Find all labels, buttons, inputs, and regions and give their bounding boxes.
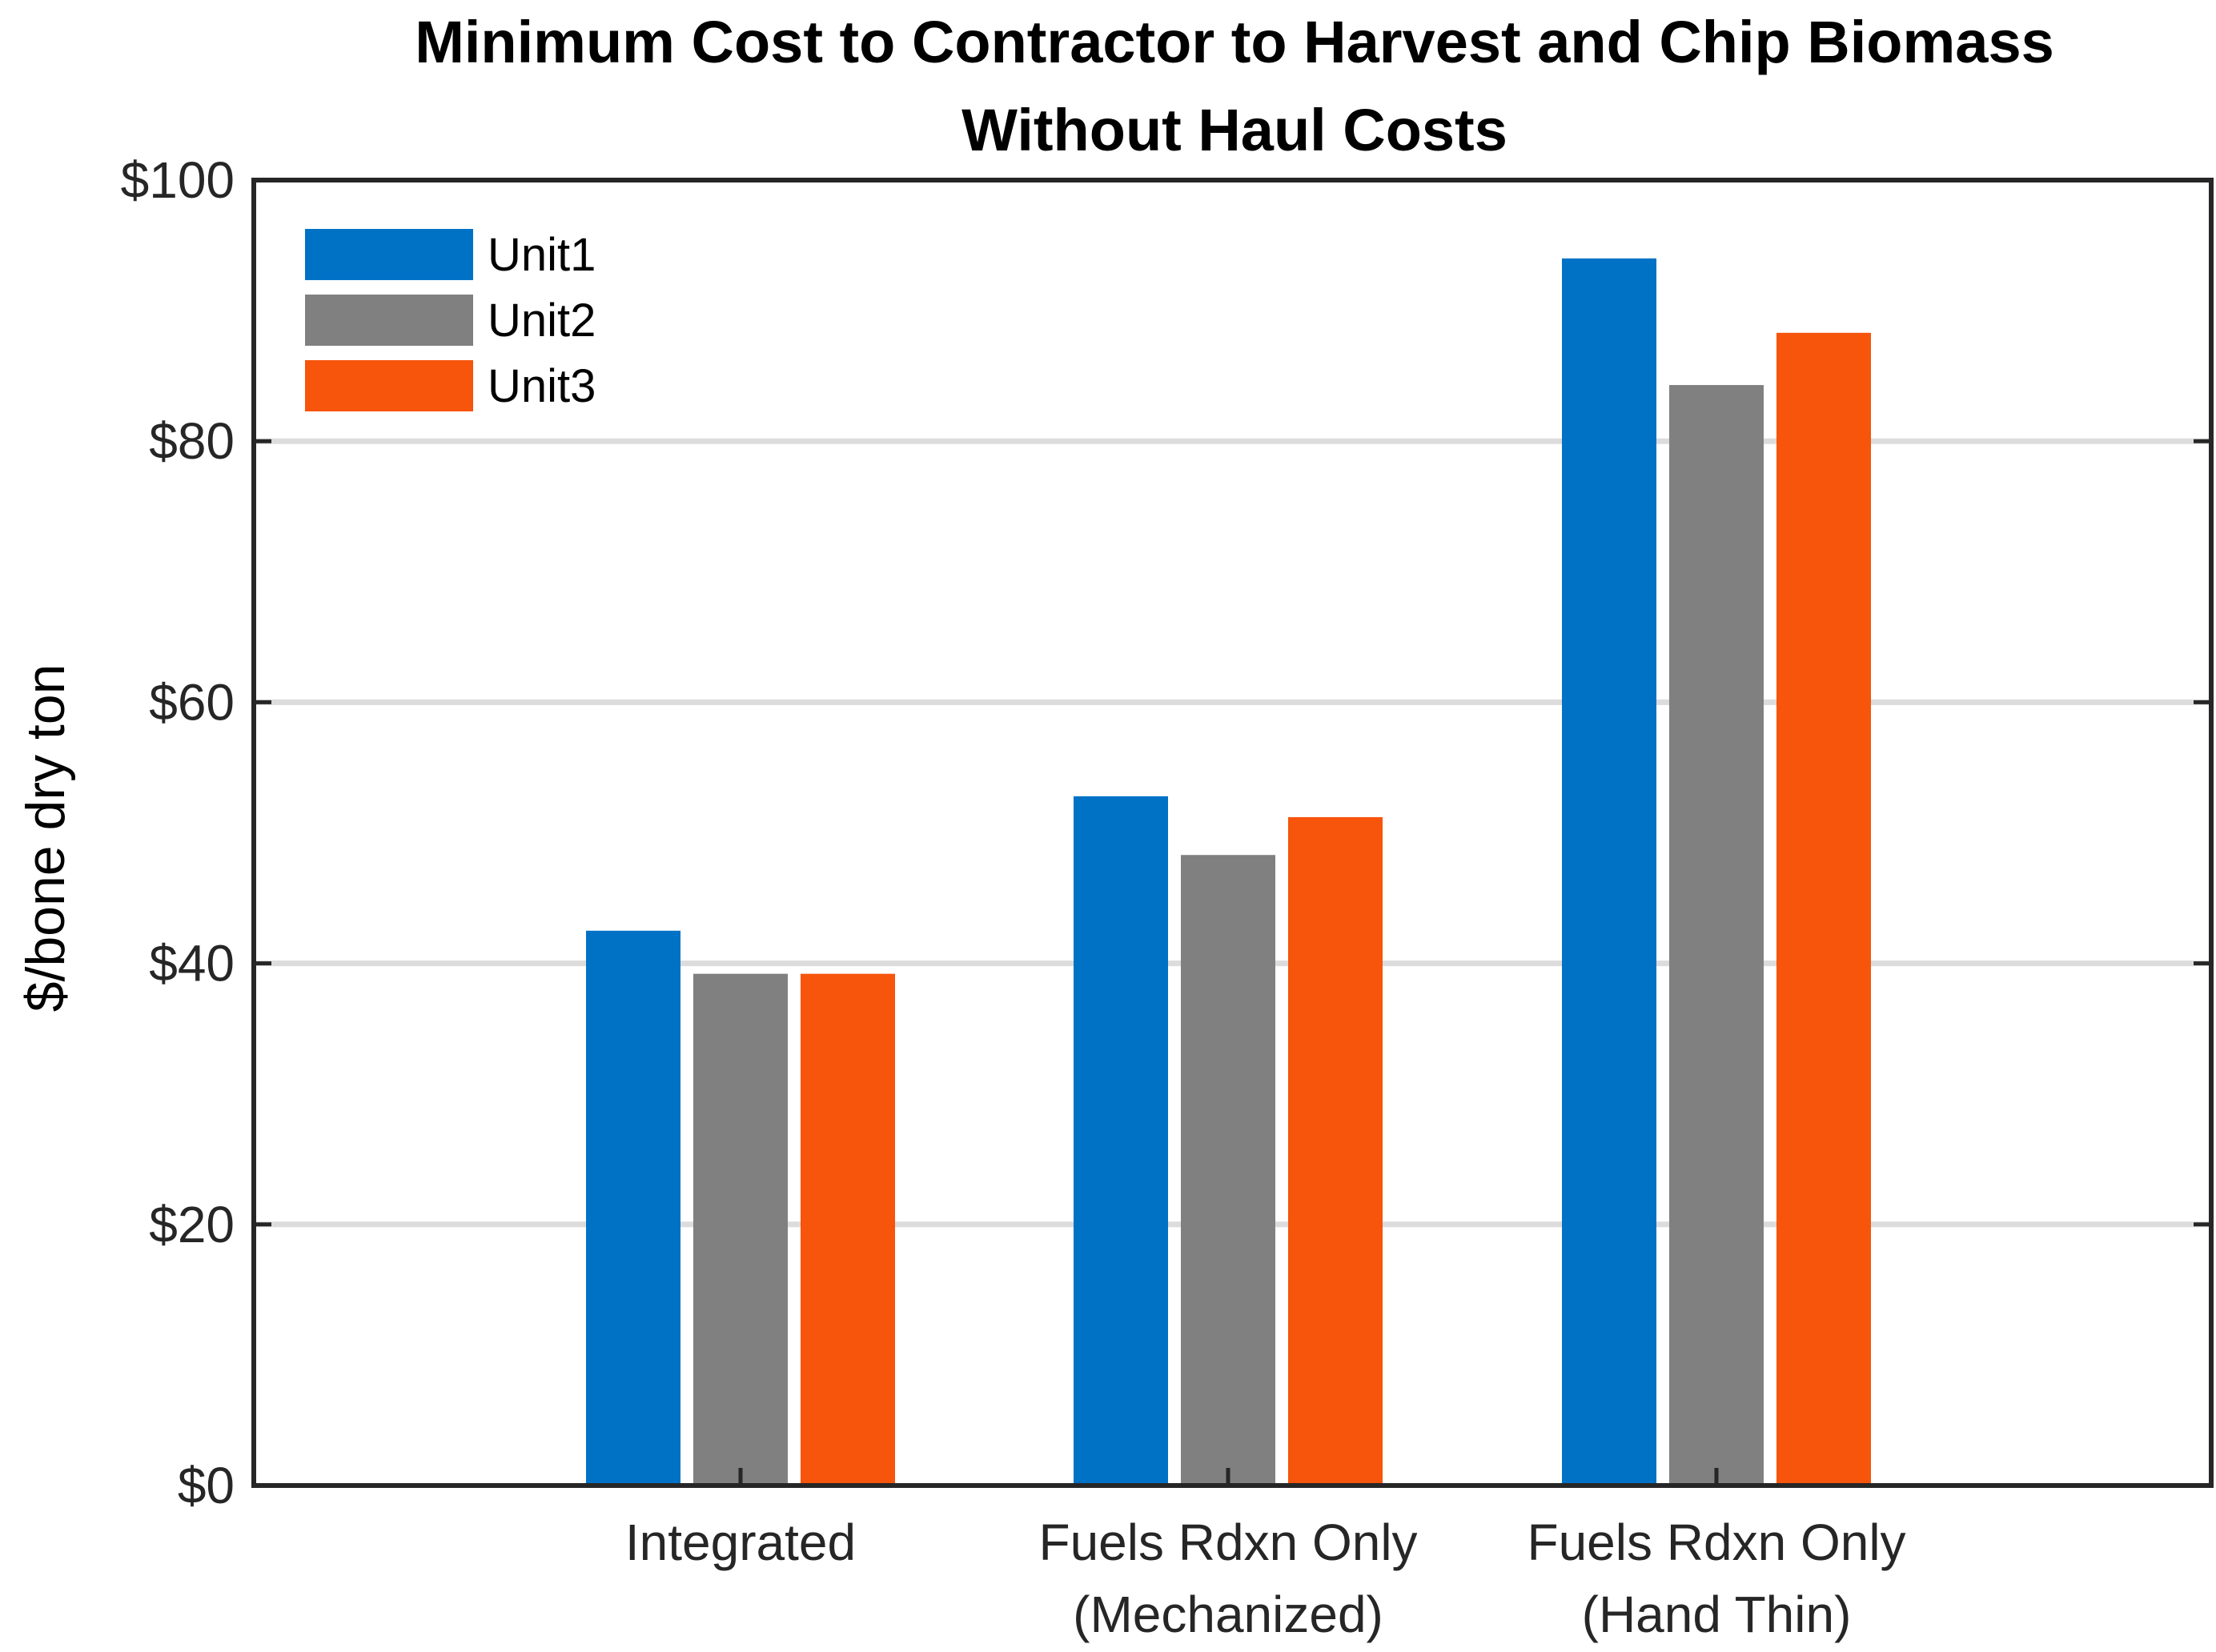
chart-title-line-1: Minimum Cost to Contractor to Harvest an… [415,9,2054,75]
legend-label-unit2: Unit2 [488,295,596,347]
bar-unit2-1 [1181,855,1275,1486]
bar-unit2-0 [693,973,788,1486]
y-axis-label: $/bone dry ton [15,664,76,1012]
bar-unit3-0 [801,973,895,1486]
legend-swatch-unit1 [305,229,473,280]
bar-unit1-0 [586,930,680,1486]
y-tick-label: $0 [178,1457,235,1514]
x-category-label: Fuels Rdxn Only [1527,1514,1905,1571]
bar-unit3-2 [1776,332,1871,1486]
x-category-label: (Mechanized) [1073,1586,1383,1643]
bar-unit1-2 [1562,258,1656,1486]
y-tick-label: $60 [149,673,235,731]
legend-label-unit3: Unit3 [488,360,596,412]
y-tick-label: $20 [149,1196,235,1253]
legend-swatch-unit3 [305,360,473,411]
y-tick-label: $40 [149,935,235,992]
x-category-label: (Hand Thin) [1582,1586,1852,1643]
x-category-label: Fuels Rdxn Only [1038,1514,1417,1571]
y-tick-label: $100 [121,151,235,209]
bar-unit1-1 [1074,796,1168,1486]
bar-unit2-2 [1669,385,1764,1486]
legend-label-unit1: Unit1 [488,229,596,281]
legend: Unit1 Unit2 Unit3 [297,218,641,418]
y-tick-label: $80 [149,412,235,470]
legend-swatch-unit2 [305,295,473,346]
bar-unit3-1 [1288,816,1383,1486]
chart-title-line-2: Without Haul Costs [961,97,1507,163]
axes-box [251,178,2214,1488]
plot-area: $0 $20 $40 $60 $80 $100 Integrated Fuels Rdxn O… [121,151,2214,1643]
chart-title: Minimum Cost to Contractor to Harvest an… [415,9,2054,163]
x-category-label: Integrated [625,1514,856,1571]
